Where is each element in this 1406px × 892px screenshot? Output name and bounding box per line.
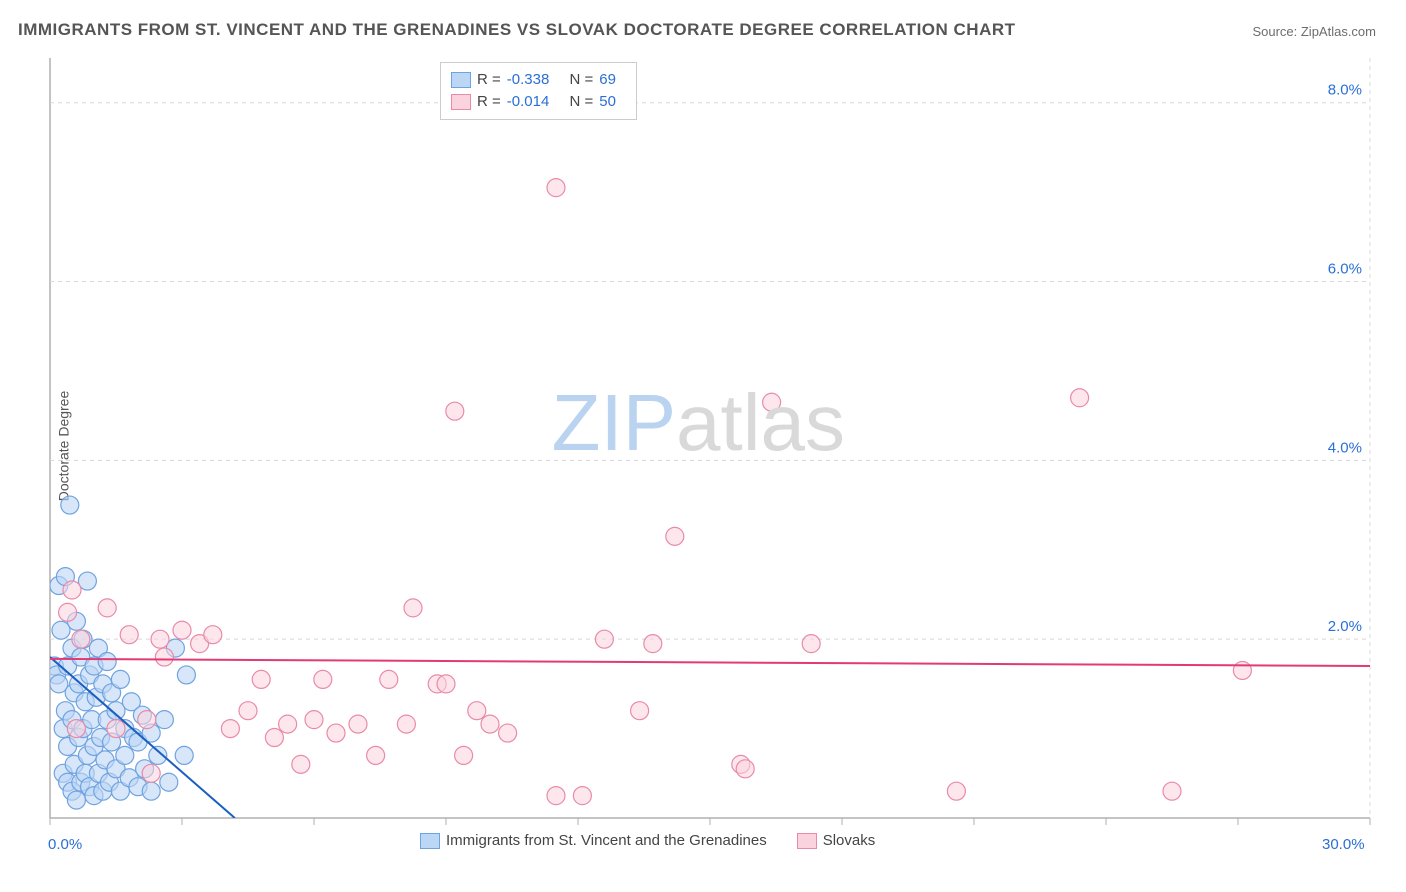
stats-legend: R = -0.338 N = 69R = -0.014 N = 50 — [440, 62, 637, 120]
n-value: 69 — [599, 69, 616, 91]
n-label: N = — [565, 69, 593, 91]
legend-swatch — [451, 94, 471, 110]
series-legend-item: Slovaks — [797, 830, 876, 852]
stats-legend-row: R = -0.338 N = 69 — [451, 69, 626, 91]
n-value: 50 — [599, 91, 616, 113]
series-legend: Immigrants from St. Vincent and the Gren… — [420, 830, 875, 852]
r-label: R = — [477, 91, 501, 113]
series-legend-item: Immigrants from St. Vincent and the Gren… — [420, 830, 767, 852]
n-label: N = — [565, 91, 593, 113]
svg-text:2.0%: 2.0% — [1328, 618, 1362, 635]
stats-legend-row: R = -0.014 N = 50 — [451, 91, 626, 113]
scatter-chart: 2.0% 4.0% 6.0% 8.0% — [0, 0, 1406, 892]
legend-swatch — [451, 72, 471, 88]
svg-text:6.0%: 6.0% — [1328, 261, 1362, 278]
series-label: Immigrants from St. Vincent and the Gren… — [446, 830, 767, 852]
x-axis-end-label: 30.0% — [1322, 836, 1365, 853]
x-axis-start-label: 0.0% — [48, 836, 82, 853]
legend-swatch — [420, 833, 440, 849]
series-label: Slovaks — [823, 830, 876, 852]
svg-text:4.0%: 4.0% — [1328, 439, 1362, 456]
legend-swatch — [797, 833, 817, 849]
r-label: R = — [477, 69, 501, 91]
r-value: -0.014 — [507, 91, 550, 113]
r-value: -0.338 — [507, 69, 550, 91]
svg-text:8.0%: 8.0% — [1328, 82, 1362, 99]
